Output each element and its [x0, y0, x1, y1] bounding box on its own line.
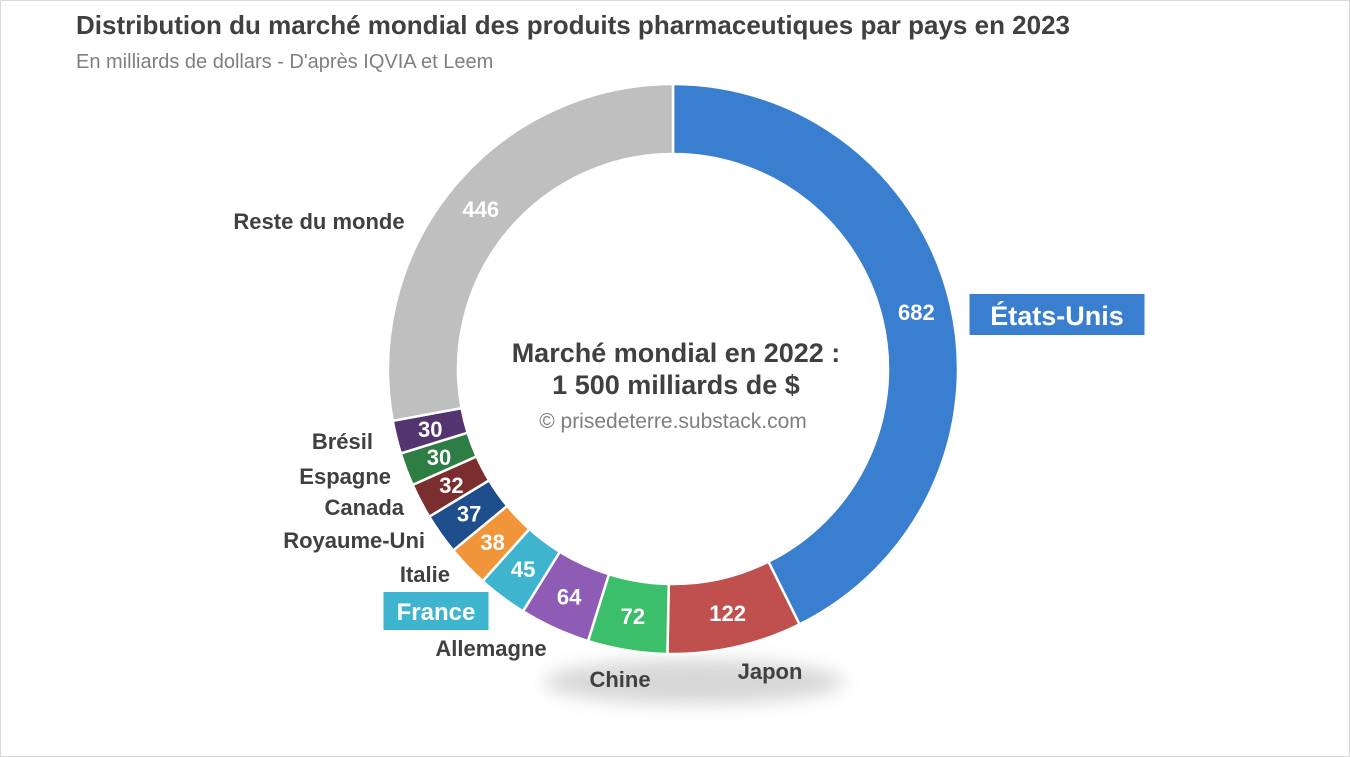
category-label-espagne: Espagne [299, 464, 391, 489]
category-label-royaume-uni: Royaume-Uni [283, 528, 425, 553]
donut-category-labels: États-Unis Japon Chine Allemagne France Itali… [233, 209, 1145, 692]
category-label-box-france [383, 592, 489, 630]
value-label-japon: 122 [709, 601, 746, 626]
category-label-japon: Japon [738, 659, 803, 684]
donut-value-labels: 682 122 72 64 45 38 37 32 30 30 446 [418, 197, 935, 629]
value-label-reste-du-monde: 446 [462, 197, 499, 222]
value-label-italie: 38 [480, 530, 504, 555]
value-label-espagne: 30 [427, 445, 451, 470]
value-label-chine: 72 [621, 604, 645, 629]
center-total-line2: 1 500 milliards de $ [552, 370, 800, 400]
category-label-reste-du-monde: Reste du monde [233, 209, 404, 234]
segment-reste-du-monde [386, 82, 675, 423]
category-label-canada: Canada [325, 495, 405, 520]
category-label-chine: Chine [589, 667, 650, 692]
value-label-royaume-uni: 37 [457, 502, 481, 527]
credit-text: © prisedeterre.substack.com [539, 410, 807, 433]
value-label-france: 45 [511, 557, 535, 582]
center-total-line1: Marché mondial en 2022 : [512, 338, 841, 368]
value-label-etats-unis: 682 [898, 300, 935, 325]
value-label-bresil: 30 [418, 417, 442, 442]
segment-etats-unis [671, 82, 960, 627]
category-label-france: France [397, 599, 476, 626]
category-label-etats-unis: États-Unis [990, 300, 1124, 331]
value-label-allemagne: 64 [557, 584, 582, 609]
category-label-bresil: Brésil [312, 429, 373, 454]
category-label-allemagne: Allemagne [435, 636, 546, 661]
chart-title: Distribution du marché mondial des produ… [76, 10, 1071, 40]
bottom-shadow [544, 660, 844, 704]
category-label-box-etats-unis [969, 294, 1145, 335]
chart-subtitle: En milliards de dollars - D'après IQVIA … [76, 51, 494, 73]
value-label-canada: 32 [439, 473, 463, 498]
category-label-italie: Italie [400, 562, 450, 587]
donut-segments [386, 82, 960, 656]
